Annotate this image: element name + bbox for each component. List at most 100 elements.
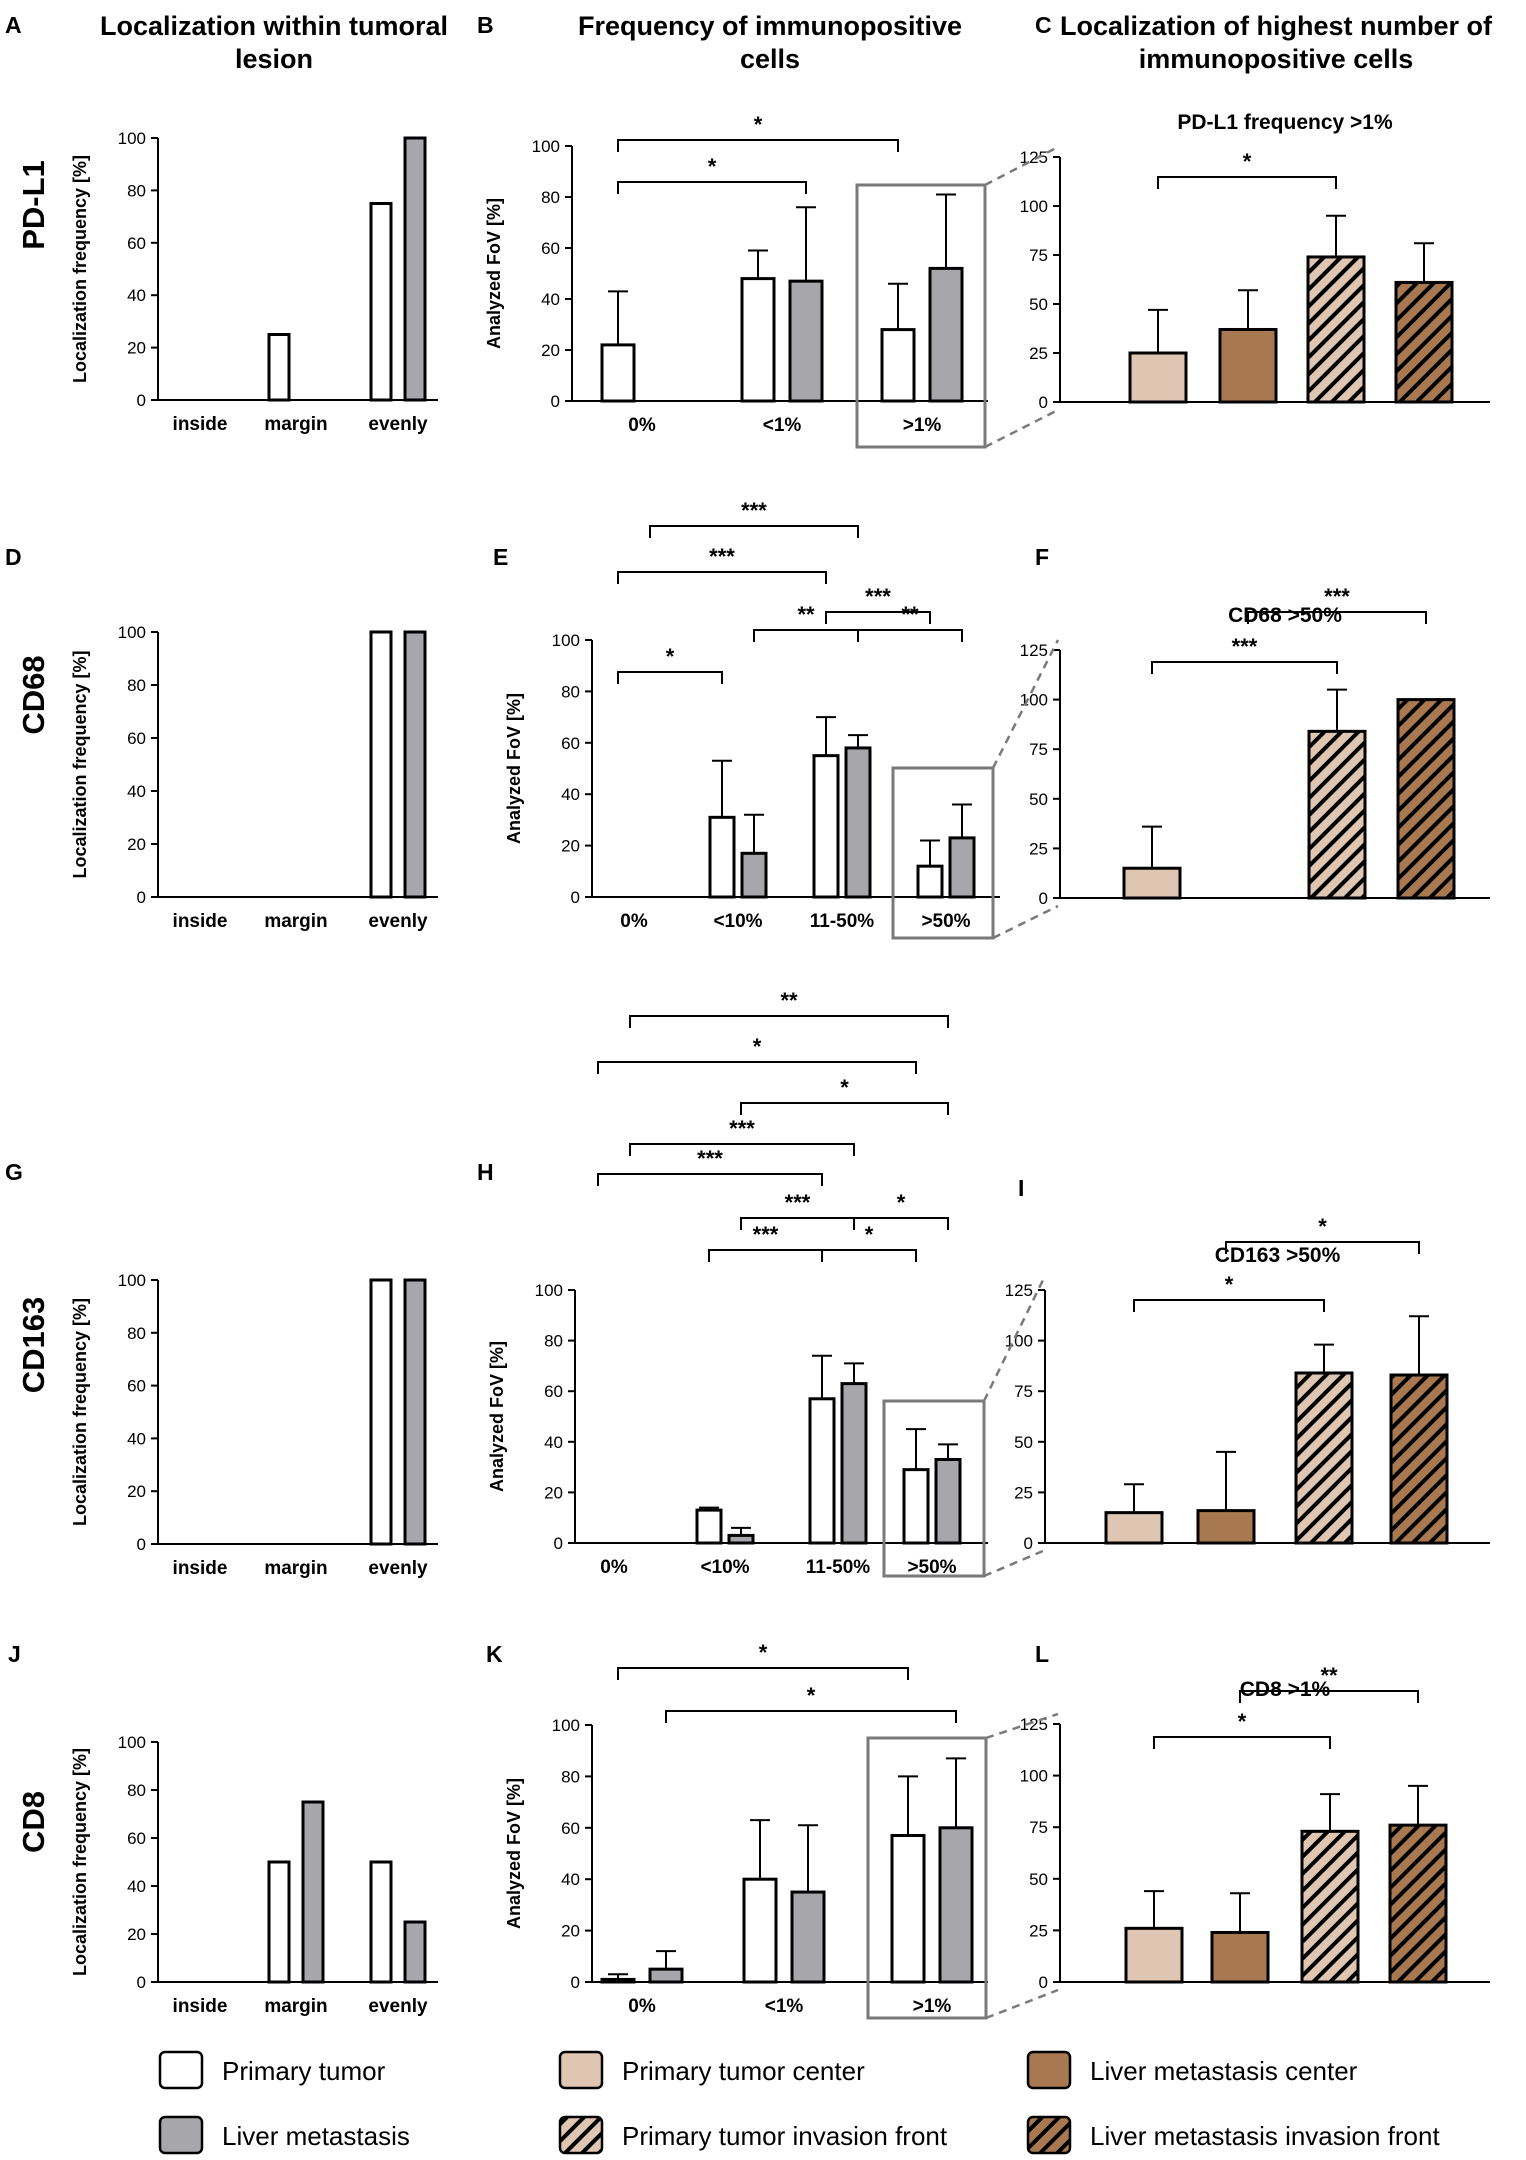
x-category-label: <1% [763,415,802,436]
x-category-label: evenly [368,1558,428,1579]
bar [267,333,291,402]
zoom-connector-line [984,408,1059,449]
x-category-label: margin [264,414,327,435]
legend-label-primary-tumor-invasion-front: Primary tumor invasion front [622,2121,948,2151]
row-label-cd163: CD163 [16,1297,51,1394]
x-category-label: margin [264,911,327,932]
chart-panel-j: 0 20 40 60 80 100 Localization frequency [%] in… [70,1733,438,2017]
x-category-label: evenly [368,1996,428,2017]
y-tick-label: 100 [535,1281,563,1300]
row-label-pdl1: PD-L1 [16,160,51,250]
y-tick-label: 20 [127,339,146,358]
bar [840,1382,868,1545]
legend-swatch-primary-tumor-center [558,2050,604,2090]
zoom-highlight-box [855,183,987,449]
y-tick-label: 40 [127,1429,146,1448]
bar [1124,1926,1184,1984]
significance-label: *** [741,498,767,523]
zoom-highlight-box [882,1399,986,1578]
legend-swatch-liver-metastasis-center [1026,2050,1072,2090]
x-category-label: 11-50% [806,1557,871,1578]
significance-label: ** [797,602,815,627]
panel-letter-i: I [1018,1175,1024,1201]
y-tick-label: 0 [571,888,580,907]
x-category-label: <10% [700,1557,749,1578]
panel-letter-g: G [5,1159,23,1185]
zoom-highlight-box [891,766,995,940]
y-tick-label: 60 [127,1377,146,1396]
bar [890,1834,926,1984]
y-tick-label: 40 [127,286,146,305]
panel-letter-e: E [493,544,508,570]
significance-bracket [857,629,963,642]
y-tick-label: 100 [552,631,580,650]
significance-bracket [853,1217,949,1230]
chart-panel-h: 0 20 40 60 80 100 Analyzed FoV [%] 0% <10% 11-50%… [487,988,988,1578]
y-tick-label: 100 [1020,197,1048,216]
x-category-label: margin [264,1558,327,1579]
significance-bracket [1133,1299,1325,1312]
bar [1388,1823,1448,1984]
y-tick-label: 75 [1029,1818,1048,1837]
y-tick-label: 0 [1039,1973,1048,1992]
bar [1307,729,1367,900]
chart-panel-d: 0 20 40 60 80 100 Localization frequency [%] in… [70,623,438,932]
significance-label: *** [865,584,891,609]
y-tick-label: 75 [1029,246,1048,265]
x-category-label: inside [173,1996,228,2017]
zoom-connector-line [991,639,1060,769]
bar [600,1977,636,1984]
y-tick-label: 100 [1020,691,1048,710]
column-title-c-line1: Localization of highest number of [1060,11,1493,41]
bar [403,136,427,402]
zoom-connector-line [985,1988,1059,2020]
y-tick-label: 20 [561,1922,580,1941]
column-title-b-line2: cells [740,44,800,74]
zoom-connector-line [983,1549,1044,1578]
significance-label: *** [1324,584,1350,609]
x-category-label: 0% [620,911,648,932]
y-tick-label: 60 [127,234,146,253]
y-tick-label: 20 [544,1483,563,1502]
bar [742,1877,778,1984]
legend-label-liver-metastasis-center: Liver metastasis center [1090,2056,1358,2086]
significance-bracket [617,571,827,584]
bar [928,266,964,403]
panel-letter-d: D [5,544,22,570]
significance-label: * [759,1640,768,1665]
legend-label-liver-metastasis: Liver metastasis [222,2121,410,2151]
y-axis-label: Localization frequency [%] [70,155,90,383]
panel-letter-b: B [477,12,494,38]
y-tick-label: 0 [554,1534,563,1553]
y-tick-label: 50 [1029,790,1048,809]
significance-label: ** [780,988,798,1013]
y-tick-label: 0 [1039,393,1048,412]
x-category-label: >50% [921,911,970,932]
significance-label: ** [901,602,919,627]
y-tick-label: 125 [1020,641,1048,660]
y-tick-label: 80 [127,1781,146,1800]
zoom-connector-line [982,1279,1045,1402]
x-category-label: 0% [628,1996,656,2017]
y-tick-label: 80 [127,676,146,695]
legend-swatch-liver-metastasis [158,2115,204,2155]
y-tick-label: 80 [127,1324,146,1343]
y-tick-label: 60 [127,729,146,748]
y-tick-label: 50 [1014,1433,1033,1452]
zoom-highlight-box [866,1736,988,2020]
significance-bracket [1151,661,1338,674]
significance-label: * [753,1034,762,1059]
bar [267,1860,291,1984]
zoom-connectors [982,145,1060,2020]
y-tick-label: 0 [1024,1534,1033,1553]
panel-letter-k: K [486,1641,503,1667]
zoom-connector-line [985,1712,1059,1740]
y-tick-label: 0 [551,392,560,411]
significance-bracket [1247,611,1427,624]
y-tick-label: 40 [127,782,146,801]
y-axis-label: Analyzed FoV [%] [484,198,504,349]
significance-label: * [754,112,763,137]
